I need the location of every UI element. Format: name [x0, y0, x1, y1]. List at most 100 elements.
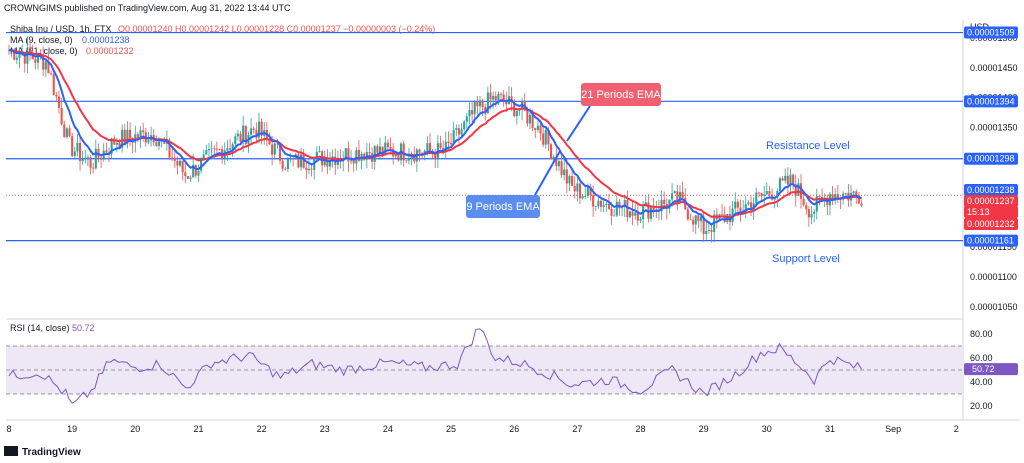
candle-body	[636, 212, 639, 221]
candle-body	[173, 158, 176, 161]
candle-body	[357, 149, 360, 161]
candle-body	[347, 148, 350, 162]
candle-body	[510, 96, 513, 101]
price-tick-label: 0.00001450	[970, 63, 1018, 73]
candle-body	[857, 195, 860, 204]
candle-body	[376, 146, 379, 153]
candle-body	[576, 183, 579, 192]
candle-body	[189, 177, 192, 179]
level-tag	[964, 95, 1018, 108]
candle-body	[128, 129, 132, 139]
candle-body	[794, 184, 797, 196]
price-tick-label: 0.00001100	[970, 272, 1017, 282]
candle-body	[486, 92, 489, 113]
tradingview-brand: TradingView	[22, 447, 81, 458]
candle-body	[36, 53, 39, 63]
time-axis[interactable]: 8 19 20 21 22 23 24 25 26 27 28 29 30 31 Sep 2	[6, 424, 958, 434]
candle-body	[110, 138, 113, 154]
candle-body	[589, 187, 592, 196]
candle-body	[181, 160, 184, 173]
candle-body	[692, 219, 695, 225]
rsi-label: RSI (14, close)	[10, 323, 70, 333]
candle-body	[526, 110, 529, 124]
level-tag-text: 0.00001394	[967, 96, 1015, 106]
candle-body	[171, 157, 174, 159]
candle-body	[200, 158, 203, 171]
candle-body	[405, 160, 408, 162]
ema9-callout-box	[466, 195, 540, 218]
candle-body	[47, 61, 50, 74]
candle-body	[68, 128, 71, 137]
candle-body	[26, 47, 29, 64]
rsi-band-lines	[6, 345, 963, 395]
candle-body	[65, 128, 68, 138]
level-price-labels: 0.00001509 0.00001394 0.00001298 0.00001161	[964, 26, 1018, 247]
candle-body	[855, 191, 858, 196]
candle-body	[686, 209, 689, 220]
candle-body	[763, 194, 766, 196]
candle-body	[494, 95, 497, 101]
candle-body	[450, 142, 453, 145]
candle-body	[539, 125, 542, 134]
candle-body	[81, 158, 84, 162]
candle-body	[760, 192, 763, 196]
horizontal-levels	[6, 31, 963, 242]
candle-body	[471, 110, 474, 115]
candle-body	[652, 207, 655, 212]
rsi-tick-label: 20.00	[970, 401, 993, 411]
candle-body	[563, 169, 566, 176]
price-tag-text: 0.00001237	[967, 196, 1015, 206]
candle-body	[202, 154, 205, 159]
rsi-pane[interactable]: 80.00 60.00 40.00 20.00 RSI (14, close) 50.…	[6, 323, 1018, 411]
time-tick-label: Sep	[885, 424, 901, 434]
candle-body	[350, 160, 353, 162]
candle-body	[639, 219, 642, 221]
candle-body	[284, 168, 287, 170]
candle-body	[215, 148, 218, 150]
candle-body	[676, 191, 679, 203]
candle-body	[592, 195, 595, 207]
candle-body	[378, 146, 382, 153]
candle-body	[105, 150, 108, 153]
ema9-callout-text: 9 Periods EMA	[466, 201, 540, 213]
candle-body	[744, 204, 747, 211]
candle-body	[71, 136, 74, 157]
candle-body	[807, 209, 810, 218]
candle-body	[268, 138, 271, 145]
price-tag-text: 0.00001232	[967, 219, 1015, 229]
level-tag-text: 0.00001509	[967, 28, 1015, 38]
candle-body	[531, 114, 534, 129]
rsi-tick-label: 80.00	[970, 329, 993, 339]
candle-body	[784, 175, 787, 181]
candle-body	[497, 93, 500, 101]
candle-body	[813, 211, 816, 214]
price-axis[interactable]: 0.000010500.000011000.000011500.00001200…	[970, 33, 1018, 312]
level-tag	[964, 26, 1018, 39]
price-tag	[964, 206, 1018, 218]
candle-body	[176, 160, 179, 166]
time-tick-label: 26	[509, 424, 519, 434]
candle-body	[307, 168, 311, 171]
candle-body	[831, 194, 834, 201]
candle-body	[250, 128, 253, 135]
candle-body	[226, 148, 229, 151]
candle-body	[147, 140, 150, 143]
candle-body	[781, 178, 784, 181]
candle-body	[344, 148, 347, 159]
candle-body	[818, 195, 821, 197]
candle-body	[236, 133, 239, 137]
candle-body	[476, 101, 479, 107]
candle-body	[428, 143, 432, 151]
candle-body	[776, 190, 779, 198]
level-tag	[964, 152, 1018, 165]
candle-body	[439, 143, 442, 149]
time-tick-label: 23	[320, 424, 330, 434]
candle-body	[560, 161, 563, 176]
candle-body	[694, 215, 697, 225]
candle-body	[797, 183, 800, 196]
time-tick-label: 25	[446, 424, 456, 434]
time-tick-label: 21	[193, 424, 203, 434]
publisher-line: CROWNGIMS published on TradingView.com, …	[4, 3, 291, 13]
candle-body	[565, 169, 568, 184]
